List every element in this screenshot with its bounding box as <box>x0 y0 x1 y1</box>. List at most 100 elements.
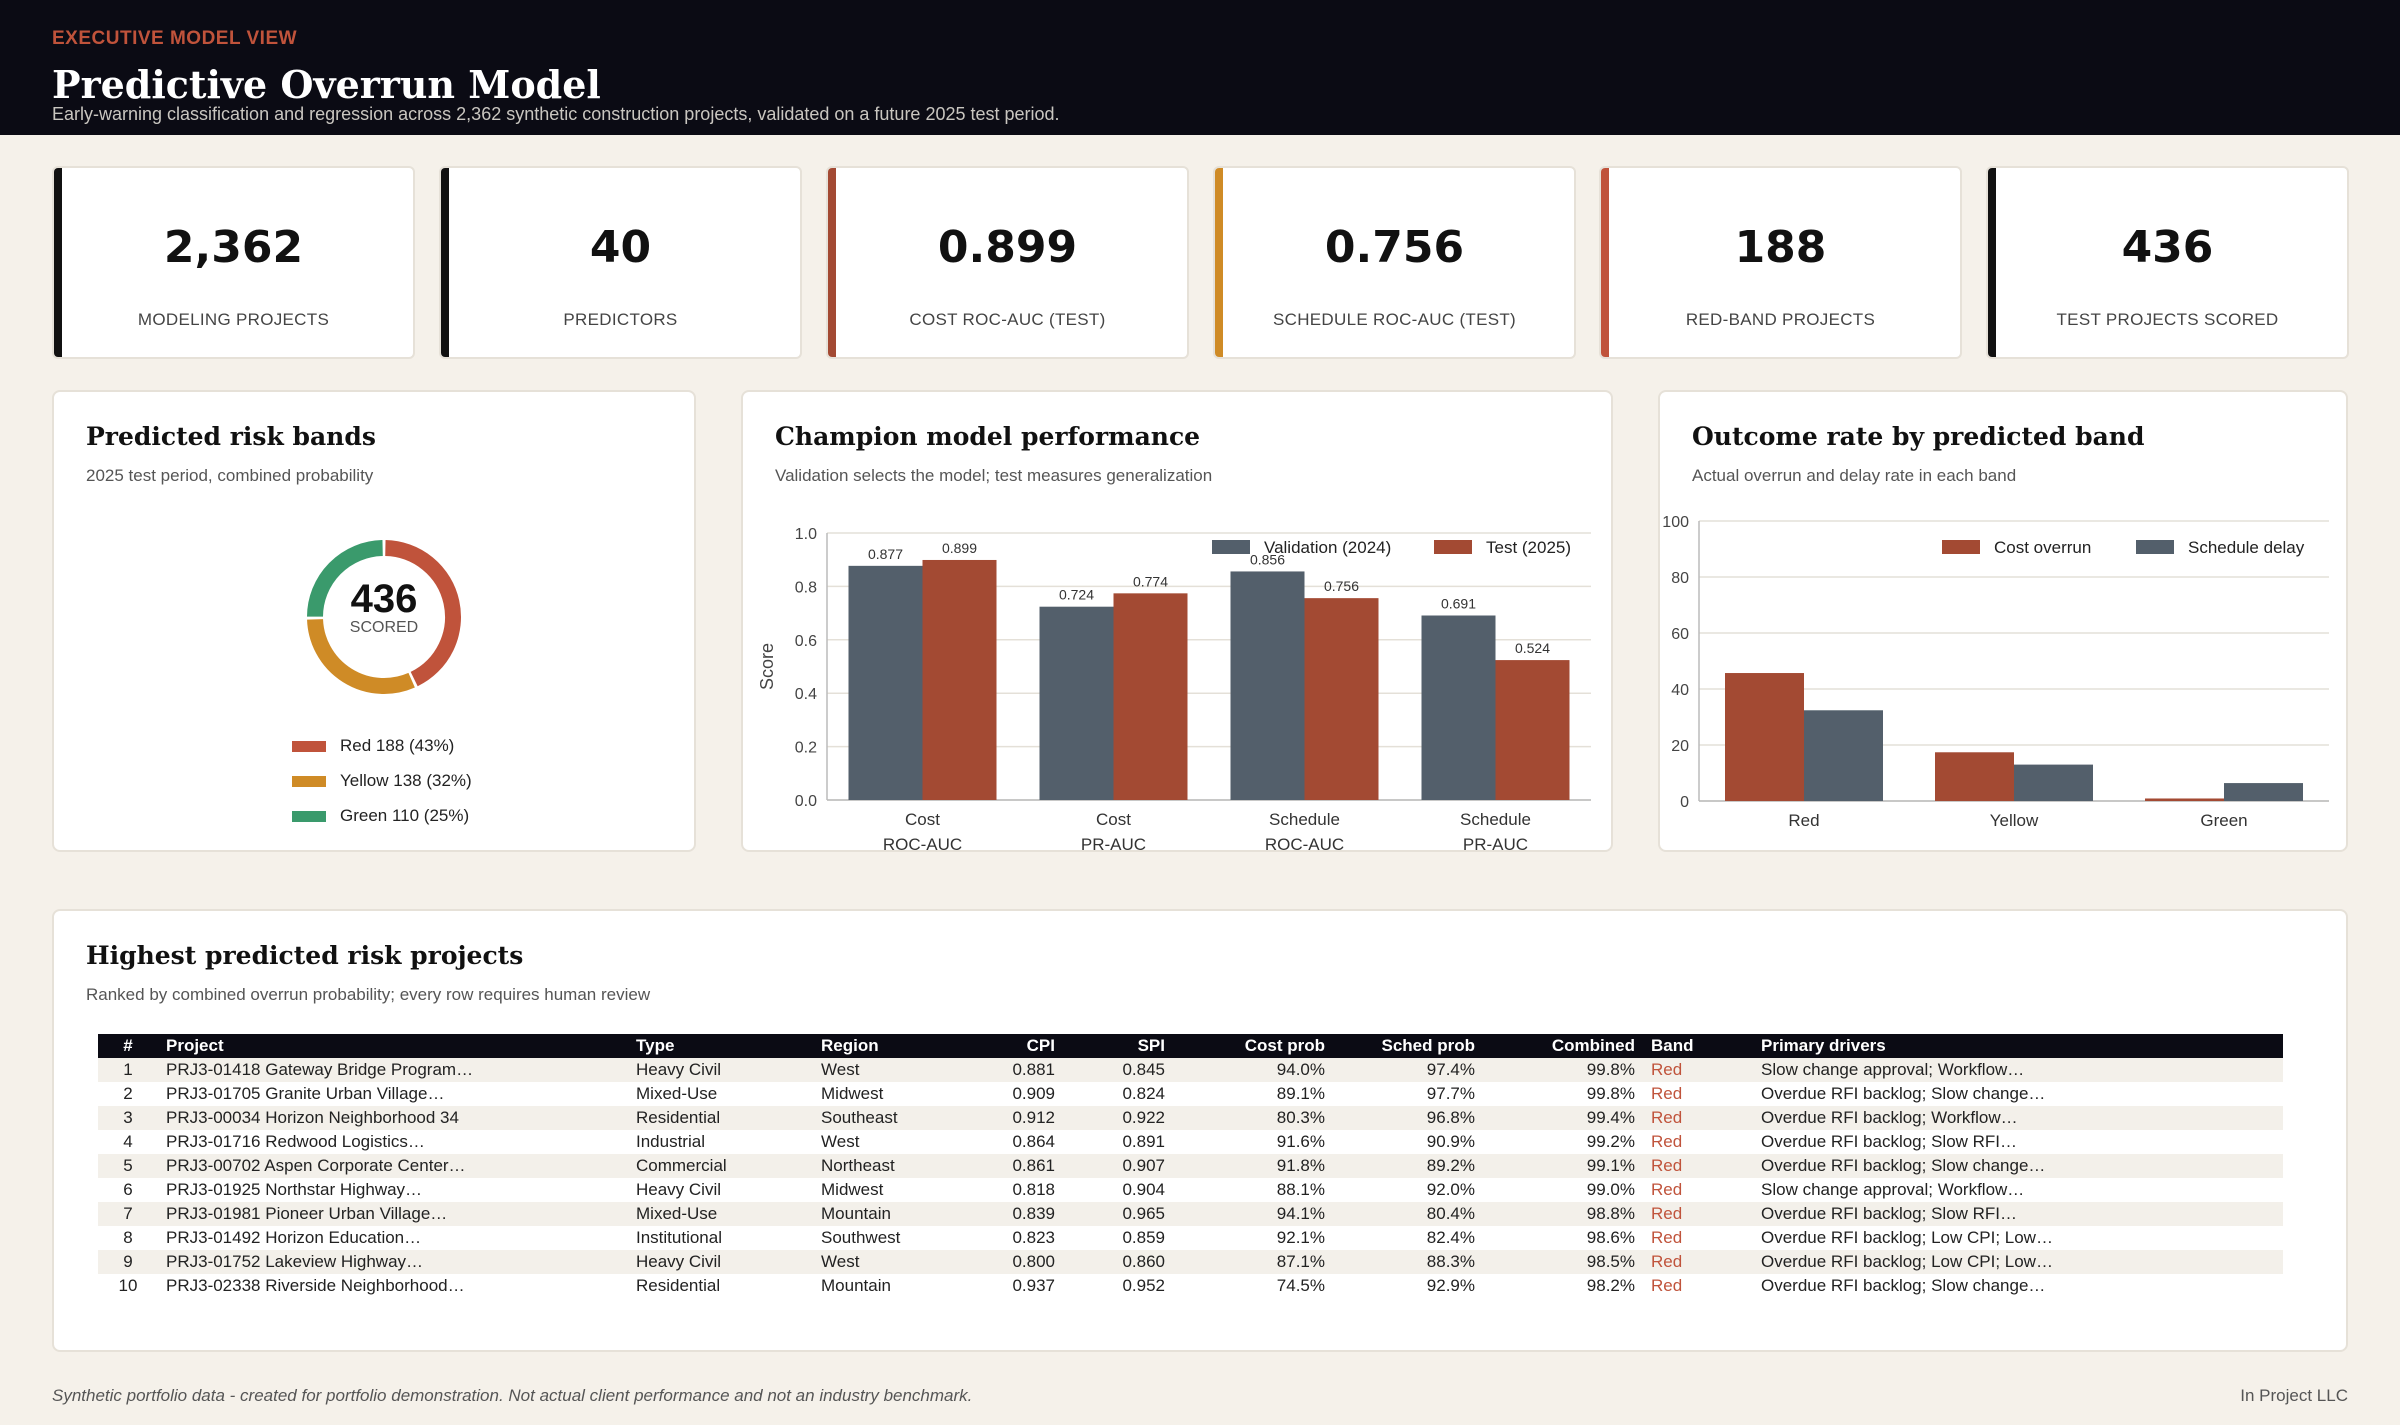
kpi-value: 0.756 <box>1324 222 1465 273</box>
table-cell: PRJ3-01705 Granite Urban Village… <box>166 1084 445 1103</box>
table-cell: Overdue RFI backlog; Workflow… <box>1753 1106 2283 1130</box>
legend-label: Yellow 138 (32%) <box>340 771 472 790</box>
legend-label: Cost overrun <box>1994 538 2091 557</box>
legend-swatch <box>2136 540 2174 554</box>
column-header[interactable]: # <box>98 1034 158 1058</box>
column-header[interactable]: Type <box>628 1034 813 1058</box>
x-tick-label: Yellow <box>1990 811 2039 830</box>
x-tick-label: Cost <box>1096 810 1131 829</box>
column-header[interactable]: Band <box>1643 1034 1753 1058</box>
legend-swatch <box>292 811 326 823</box>
table-cell: Red <box>1651 1132 1683 1151</box>
column-header[interactable]: SPI <box>1063 1034 1173 1058</box>
table-cell: Red <box>1651 1276 1683 1295</box>
table-cell: 74.5% <box>1276 1276 1325 1295</box>
table-cell: Red <box>1643 1154 1753 1178</box>
column-header[interactable]: Region <box>813 1034 973 1058</box>
outcome-rate-panel: Outcome rate by predicted band Actual ov… <box>1658 390 2348 852</box>
data-label: 0.774 <box>1133 573 1168 589</box>
table-row[interactable]: 10 PRJ3-02338 Riverside Neighborhood… Resi… <box>98 1274 2283 1298</box>
column-header[interactable]: Primary drivers <box>1753 1034 2283 1058</box>
table-cell: Heavy Civil <box>628 1058 813 1082</box>
table-cell: 0.907 <box>1063 1154 1173 1178</box>
kpi-label: TEST PROJECTS SCORED <box>2056 310 2279 329</box>
table-cell: 0.952 <box>1122 1276 1165 1295</box>
kpi-value: 40 <box>589 222 652 273</box>
kpi-label: SCHEDULE ROC-AUC (TEST) <box>1272 310 1517 329</box>
table-cell: Mixed-Use <box>636 1084 718 1103</box>
table-cell: Industrial <box>636 1132 705 1151</box>
column-header[interactable]: Combined <box>1483 1034 1643 1058</box>
column-header[interactable]: Project <box>158 1034 628 1058</box>
table-cell: 0.823 <box>1012 1228 1055 1247</box>
data-label: 0.724 <box>1059 587 1094 603</box>
table-cell: Southeast <box>813 1106 973 1130</box>
table-row[interactable]: 5 PRJ3-00702 Aspen Corporate Center… Comme… <box>98 1154 2283 1178</box>
table-cell: West <box>813 1058 973 1082</box>
table-cell: PRJ3-00702 Aspen Corporate Center… <box>158 1154 628 1178</box>
table-cell: 0.912 <box>973 1106 1063 1130</box>
table-row[interactable]: 4 PRJ3-01716 Redwood Logistics… Industrial… <box>98 1130 2283 1154</box>
y-tick-label: 60 <box>1671 626 1689 643</box>
table-cell: 0.864 <box>1012 1132 1055 1151</box>
table-cell: 0.859 <box>1122 1228 1165 1247</box>
table-row[interactable]: 8 PRJ3-01492 Horizon Education… Institutio… <box>98 1226 2283 1250</box>
table-cell: 10 <box>118 1276 138 1295</box>
table-cell: Southwest <box>821 1228 901 1247</box>
eyebrow-label: EXECUTIVE MODEL VIEW <box>52 28 298 49</box>
table-cell: 0.922 <box>1063 1106 1173 1130</box>
table-cell: 2 <box>123 1084 133 1103</box>
table-cell: 0.800 <box>973 1250 1063 1274</box>
donut-center-value: 436 <box>351 577 418 621</box>
x-tick-label: Schedule <box>1269 810 1340 829</box>
table-cell: PRJ3-01981 Pioneer Urban Village… <box>158 1202 628 1226</box>
x-tick-label: Green <box>2200 811 2247 830</box>
table-row[interactable]: 3 PRJ3-00034 Horizon Neighborhood 34 Resid… <box>98 1106 2283 1130</box>
table-cell: 98.6% <box>1586 1228 1635 1247</box>
risk-bands-panel: Predicted risk bands 2025 test period, c… <box>52 390 696 852</box>
table-cell: Midwest <box>821 1180 884 1199</box>
table-cell: PRJ3-01492 Horizon Education… <box>166 1228 422 1247</box>
bar-test-2025--0 <box>922 559 997 800</box>
table-row[interactable]: 7 PRJ3-01981 Pioneer Urban Village… Mixed-… <box>98 1202 2283 1226</box>
y-tick-label: 100 <box>1662 514 1689 531</box>
data-label: 0.899 <box>942 540 977 556</box>
table-cell: 94.0% <box>1173 1058 1333 1082</box>
x-tick-label: ROC-AUC <box>883 835 962 854</box>
outcome-bar-chart: 020406080100Actual rate (%)RedYellowGree… <box>1662 514 2329 830</box>
table-cell: 89.2% <box>1333 1154 1483 1178</box>
bar-validation-2024--1 <box>1039 606 1114 800</box>
table-cell: 99.8% <box>1483 1058 1643 1082</box>
x-tick-label: Cost <box>905 810 940 829</box>
table-cell: 0.839 <box>973 1202 1063 1226</box>
table-cell: 91.8% <box>1173 1154 1333 1178</box>
table-row[interactable]: 1 PRJ3-01418 Gateway Bridge Program… Heavy… <box>98 1058 2283 1082</box>
table-header-row: # Project Type Region CPI SPI Cost prob … <box>98 1034 2283 1058</box>
legend-label: Red 188 (43%) <box>340 736 455 755</box>
table-cell: PRJ3-01925 Northstar Highway… <box>166 1180 423 1199</box>
table-cell: Heavy Civil <box>628 1250 813 1274</box>
kpi-accent-bar <box>1215 168 1223 357</box>
column-header[interactable]: Sched prob <box>1333 1034 1483 1058</box>
table-row[interactable]: 6 PRJ3-01925 Northstar Highway… Heavy Civi… <box>98 1178 2283 1202</box>
table-cell: 1 <box>98 1058 158 1082</box>
table-row[interactable]: 9 PRJ3-01752 Lakeview Highway… Heavy Civil… <box>98 1250 2283 1274</box>
column-header[interactable]: CPI <box>973 1034 1063 1058</box>
table-cell: Red <box>1651 1084 1683 1103</box>
table-cell: Overdue RFI backlog; Slow RFI… <box>1761 1132 2018 1151</box>
table-cell: Red <box>1643 1106 1753 1130</box>
legend-swatch <box>1434 540 1472 554</box>
table-cell: 6 <box>123 1180 133 1199</box>
panel-title: Highest predicted risk projects <box>86 941 524 970</box>
donut-slice-yellow <box>307 618 415 694</box>
kpi-accent-bar <box>1988 168 1996 357</box>
table-cell: 3 <box>98 1106 158 1130</box>
table-cell: 9 <box>98 1250 158 1274</box>
table-cell: 88.1% <box>1276 1180 1325 1199</box>
panel-subtitle: 2025 test period, combined probability <box>86 466 374 485</box>
table-cell: Overdue RFI backlog; Slow change… <box>1753 1154 2283 1178</box>
table-row[interactable]: 2 PRJ3-01705 Granite Urban Village… Mixed-… <box>98 1082 2283 1106</box>
risk-projects-table: # Project Type Region CPI SPI Cost prob … <box>98 1034 2283 1298</box>
x-tick-label: ROC-AUC <box>1265 835 1344 854</box>
column-header[interactable]: Cost prob <box>1173 1034 1333 1058</box>
